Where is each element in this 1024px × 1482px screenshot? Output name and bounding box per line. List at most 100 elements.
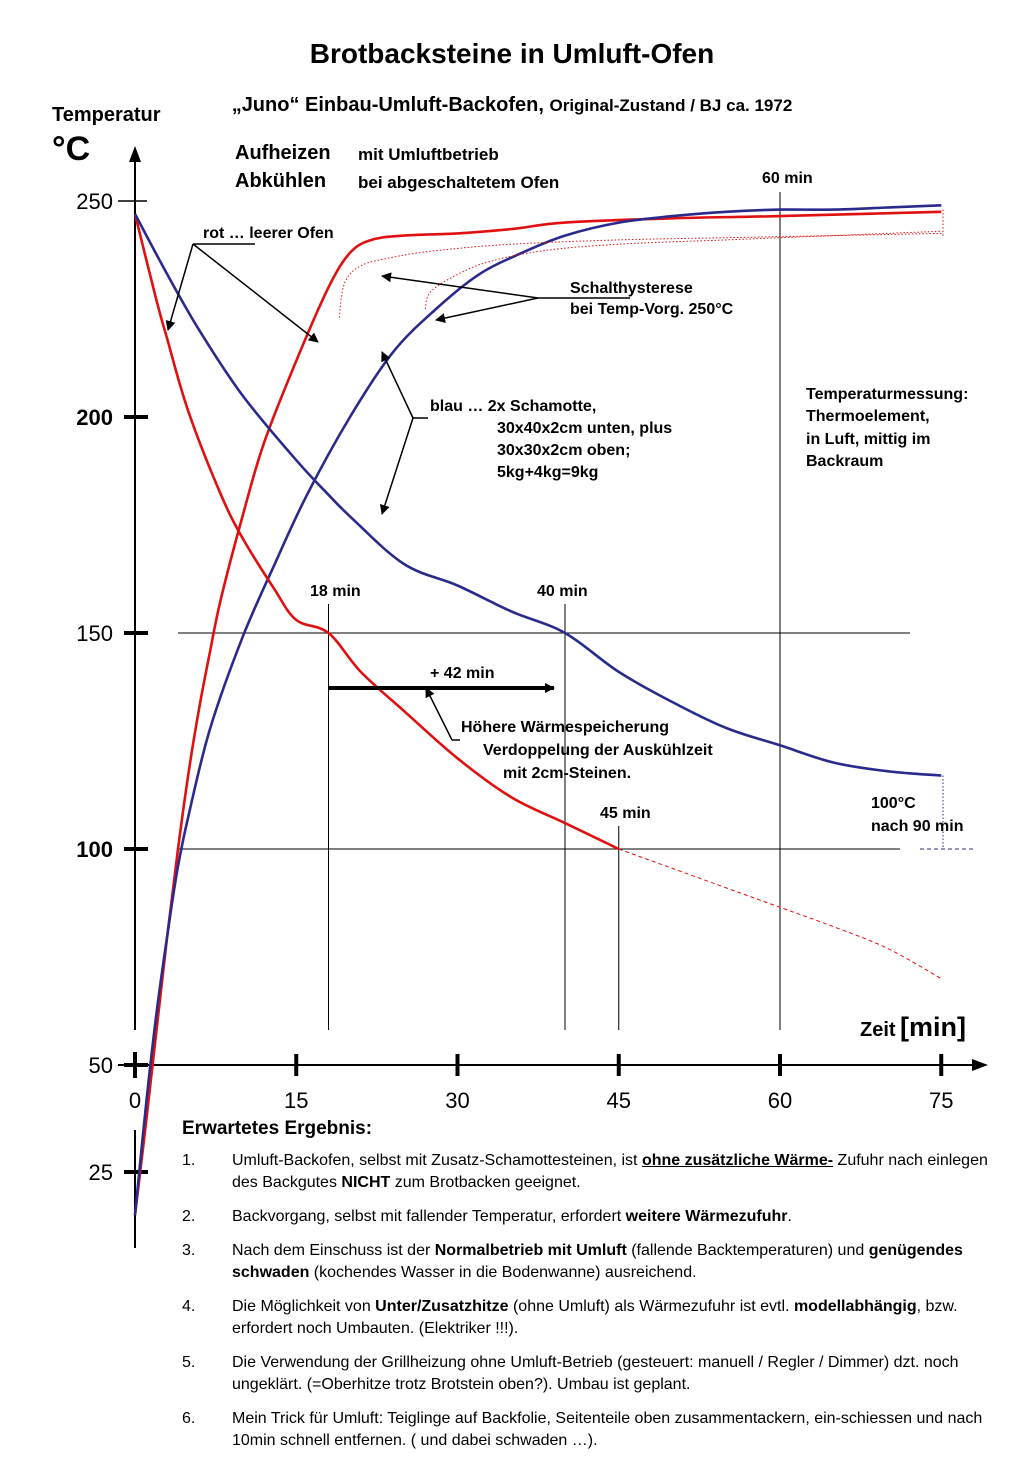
red-arrow-heating <box>192 243 319 343</box>
annotation-60min: 60 min <box>762 170 813 187</box>
x-tick-label: 30 <box>445 1088 469 1113</box>
annotation-red: rot … leerer Ofen <box>203 225 334 242</box>
series <box>133 204 944 1216</box>
annotation-18min: 18 min <box>310 583 361 600</box>
annotation-end-2: nach 90 min <box>871 818 964 835</box>
annotation-45min: 45 min <box>600 805 651 822</box>
series-line-red-cooling-extrapolated <box>618 848 942 980</box>
x-tick-label: 45 <box>607 1088 631 1113</box>
item-emphasis: Unter/Zusatzhitze <box>375 1298 509 1315</box>
y-tick-label: 150 <box>76 621 113 646</box>
y-tick-label: 200 <box>76 405 113 430</box>
subtitle-main: „Juno“ Einbau-Umluft-Backofen, <box>231 94 544 116</box>
blue-arrow-cooling <box>380 417 414 515</box>
result-item: 6. Mein Trick für Umluft: Teiglinge auf … <box>182 1408 992 1452</box>
annotation-measure-3: in Luft, mittig im <box>806 431 931 448</box>
y-tick-label: 50 <box>89 1053 113 1078</box>
item-text: (ohne Umluft) als Wärmezufuhr ist evtl. <box>508 1298 794 1315</box>
y-tick-label: 100 <box>76 837 113 862</box>
reference-lines <box>178 192 975 1030</box>
item-text: (fallende Backtemperaturen) und <box>626 1242 869 1259</box>
x-tick-label: 0 <box>129 1088 141 1113</box>
item-text: Zufuhr nach einlegen des Backgutes <box>232 1152 988 1191</box>
annotation-storage-3: mit 2cm-Steinen. <box>503 765 632 782</box>
item-emphasis: weitere Wärmezufuhr <box>625 1208 788 1225</box>
result-item: 2. Backvorgang, selbst mit fallender Tem… <box>182 1206 992 1228</box>
y-axis-arrow <box>129 146 141 162</box>
item-number: 1. <box>182 1152 196 1169</box>
subtitle-detail: Original-Zustand / BJ ca. 1972 <box>549 96 793 115</box>
blue-arrow-heating <box>381 351 414 419</box>
annotation-measure-2: Thermoelement, <box>806 408 930 425</box>
result-item: 5. Die Verwendung der Grillheizung ohne … <box>182 1352 992 1396</box>
item-text: Nach dem Einschuss ist der <box>232 1242 435 1259</box>
red-arrow-cooling <box>165 243 194 331</box>
y-axis-label: Temperatur <box>52 104 161 126</box>
annotation-measure-1: Temperaturmessung: <box>806 386 969 403</box>
series-line-blue-cooling <box>133 213 942 777</box>
item-text: Umluft-Backofen, selbst mit Zusatz-Scham… <box>232 1152 642 1169</box>
result-item: 4. Die Möglichkeit von Unter/Zusatzhitze… <box>182 1296 992 1340</box>
annotation-hysteresis-1: Schalthysterese <box>570 280 693 297</box>
item-emphasis: Normalbetrieb mit Umluft <box>434 1242 627 1259</box>
item-number: 4. <box>182 1298 196 1315</box>
annotation-40min: 40 min <box>537 583 588 600</box>
annotation-blue-2: 30x40x2cm unten, plus <box>497 420 673 437</box>
chart-title: Brotbacksteine in Umluft-Ofen <box>309 38 715 69</box>
annotation-storage-2: Verdoppelung der Auskühlzeit <box>483 742 713 759</box>
item-text: . <box>787 1208 792 1225</box>
x-axis-word: Zeit <box>860 1019 896 1041</box>
x-tick-label: 15 <box>284 1088 308 1113</box>
annotation-blue-4: 5kg+4kg=9kg <box>497 464 599 481</box>
item-emphasis: ohne zusätzliche Wärme- <box>641 1152 834 1169</box>
series-line-blue-hysteresis <box>424 230 942 310</box>
y-tick-label: 25 <box>89 1160 113 1185</box>
item-text: Backvorgang, selbst mit fallender Temper… <box>232 1208 626 1225</box>
x-tick-label: 75 <box>929 1088 953 1113</box>
legend-cool-text: bei abgeschaltetem Ofen <box>358 173 560 192</box>
annotation-end-1: 100°C <box>871 795 916 812</box>
results-list: 1. Umluft-Backofen, selbst mit Zusatz-Sc… <box>182 1150 992 1452</box>
y-axis-unit: °C <box>52 130 91 168</box>
item-text: , bzw. erfordert noch Umbauten. (Elektri… <box>232 1298 958 1337</box>
legend-cool-label: Abkühlen <box>235 170 327 192</box>
x-axis-label: Zeit [min] <box>860 1012 966 1043</box>
x-tick-label: 60 <box>768 1088 792 1113</box>
item-number: 5. <box>182 1354 196 1371</box>
item-text: zum Brotbacken geeignet. <box>390 1174 581 1191</box>
item-text: (kochendes Wasser in die Bodenwanne) aus… <box>309 1264 697 1281</box>
result-item: 3. Nach dem Einschuss ist der Normalbetr… <box>182 1240 992 1284</box>
storage-arrow <box>425 687 453 741</box>
item-number: 6. <box>182 1410 196 1427</box>
item-text: Die Möglichkeit von <box>232 1298 376 1315</box>
series-line-blue-heating <box>133 204 942 1216</box>
annotation-hysteresis-2: bei Temp-Vorg. 250°C <box>570 301 734 318</box>
y-tick-label: 250 <box>76 189 113 214</box>
hysteresis-arrow-red <box>381 272 539 299</box>
x-axis-arrow <box>972 1059 988 1071</box>
annotation-blue-3: 30x30x2cm oben; <box>497 442 631 459</box>
results-heading: Erwartetes Ergebnis: <box>182 1118 373 1139</box>
annotation-measure-4: Backraum <box>806 453 884 470</box>
x-axis-unit: [min] <box>900 1012 966 1042</box>
item-text: Mein Trick für Umluft: Teiglinge auf Bac… <box>232 1410 983 1449</box>
series-line-red-hysteresis <box>338 232 942 318</box>
annotation-arrows <box>165 243 630 741</box>
item-text: Die Verwendung der Grillheizung ohne Uml… <box>232 1354 959 1393</box>
series-line-red-cooling <box>133 213 620 851</box>
annotation-storage-1: Höhere Wärmespeicherung <box>461 719 670 736</box>
item-emphasis: NICHT <box>341 1174 391 1191</box>
item-emphasis: modellabhängig <box>793 1298 917 1315</box>
chart-subtitle: „Juno“ Einbau-Umluft-Backofen, Original-… <box>0 94 1024 117</box>
results-section: Erwartetes Ergebnis: 1. Umluft-Backofen,… <box>182 1118 992 1464</box>
item-number: 3. <box>182 1242 196 1259</box>
item-emphasis: genügendes schwaden <box>232 1242 963 1281</box>
item-number: 2. <box>182 1208 196 1225</box>
annotation-plus42: + 42 min <box>430 665 495 682</box>
result-item: 1. Umluft-Backofen, selbst mit Zusatz-Sc… <box>182 1150 992 1194</box>
legend-heat-label: Aufheizen <box>235 142 331 164</box>
axes: 25 50 100 150 200 250 0 15 30 45 60 75 <box>76 146 988 1248</box>
annotation-blue-1: blau … 2x Schamotte, <box>430 398 597 415</box>
hysteresis-arrow-blue <box>435 297 539 323</box>
